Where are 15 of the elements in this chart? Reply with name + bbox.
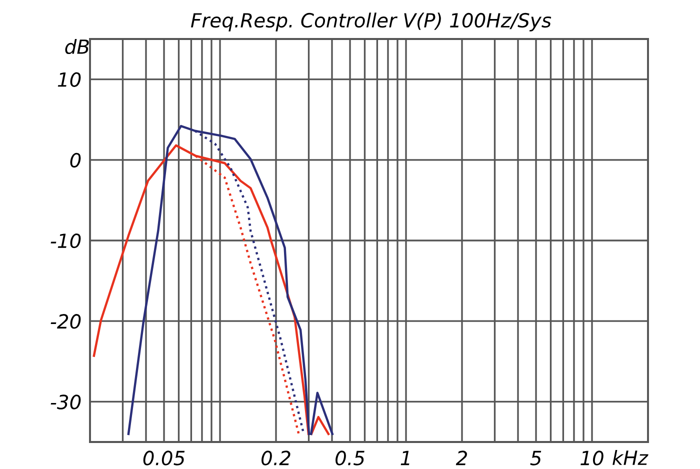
x-tick-label: 1 xyxy=(400,450,410,466)
y-tick-label: -20 xyxy=(50,314,81,329)
x-tick-label: 10 xyxy=(580,450,604,466)
y-axis-title: dB xyxy=(65,39,89,54)
x-tick-label: 2 xyxy=(456,450,467,466)
y-tick-label: -10 xyxy=(50,233,81,248)
x-tick-label: 0.2 xyxy=(262,450,290,466)
y-tick-label: 0 xyxy=(70,152,81,168)
x-tick-label: 0.05 xyxy=(143,450,185,466)
x-tick-label: 0.5 xyxy=(336,450,364,466)
chart-title: Freq.Resp. Controller V(P) 100Hz/Sys xyxy=(190,12,552,32)
y-tick-label: -30 xyxy=(50,394,81,410)
x-tick-label: 5 xyxy=(530,450,542,466)
y-tick-label: 10 xyxy=(58,72,81,87)
x-axis-title: kHz xyxy=(612,450,648,465)
